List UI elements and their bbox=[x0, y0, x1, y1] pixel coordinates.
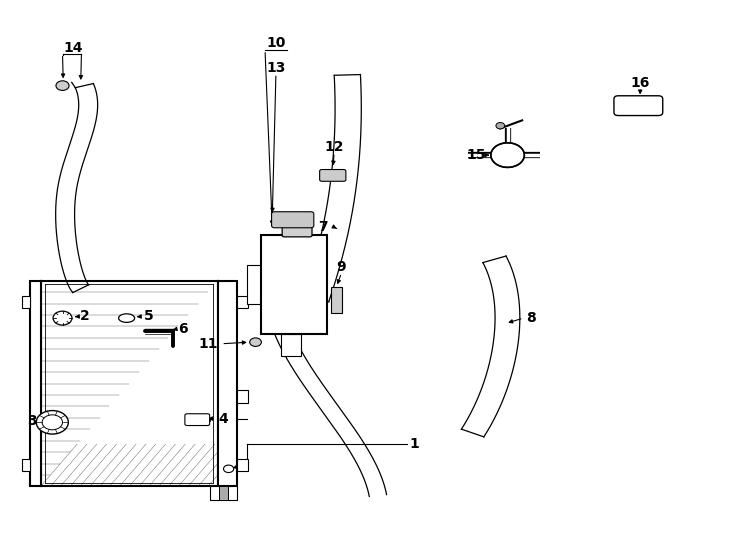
Text: 3: 3 bbox=[27, 414, 37, 428]
Circle shape bbox=[332, 294, 341, 300]
Text: 13: 13 bbox=[266, 61, 286, 75]
Text: 9: 9 bbox=[337, 260, 346, 274]
Circle shape bbox=[223, 465, 233, 472]
Bar bbox=[219, 487, 228, 500]
Bar bbox=[261, 235, 327, 334]
Text: 15: 15 bbox=[467, 148, 486, 162]
Text: 4: 4 bbox=[218, 411, 228, 426]
Text: 5: 5 bbox=[144, 309, 153, 323]
Text: 8: 8 bbox=[526, 311, 536, 325]
FancyBboxPatch shape bbox=[319, 170, 346, 181]
Circle shape bbox=[56, 81, 69, 90]
Bar bbox=[247, 265, 263, 305]
Bar bbox=[236, 458, 247, 471]
Text: 6: 6 bbox=[178, 322, 188, 336]
Text: 2: 2 bbox=[79, 309, 90, 323]
Text: 7: 7 bbox=[319, 220, 328, 234]
FancyBboxPatch shape bbox=[614, 96, 663, 116]
Bar bbox=[30, 281, 40, 487]
Circle shape bbox=[491, 143, 524, 167]
Bar bbox=[330, 287, 342, 313]
Bar bbox=[22, 296, 30, 308]
Circle shape bbox=[42, 415, 62, 430]
Text: 14: 14 bbox=[64, 41, 83, 55]
Text: 12: 12 bbox=[324, 140, 344, 154]
Bar bbox=[236, 390, 247, 402]
Circle shape bbox=[53, 311, 72, 325]
FancyBboxPatch shape bbox=[272, 212, 314, 228]
Text: 10: 10 bbox=[266, 36, 286, 50]
Circle shape bbox=[36, 410, 68, 434]
FancyBboxPatch shape bbox=[282, 224, 312, 237]
FancyBboxPatch shape bbox=[185, 414, 210, 426]
Bar bbox=[218, 281, 236, 487]
Circle shape bbox=[496, 123, 505, 129]
Text: 16: 16 bbox=[631, 76, 650, 90]
Bar bbox=[211, 487, 236, 500]
Circle shape bbox=[250, 338, 261, 347]
Text: 11: 11 bbox=[198, 337, 218, 351]
Text: 1: 1 bbox=[410, 437, 419, 451]
Ellipse shape bbox=[119, 314, 134, 322]
Bar bbox=[281, 334, 301, 355]
Bar bbox=[22, 458, 30, 471]
Bar bbox=[236, 296, 247, 308]
